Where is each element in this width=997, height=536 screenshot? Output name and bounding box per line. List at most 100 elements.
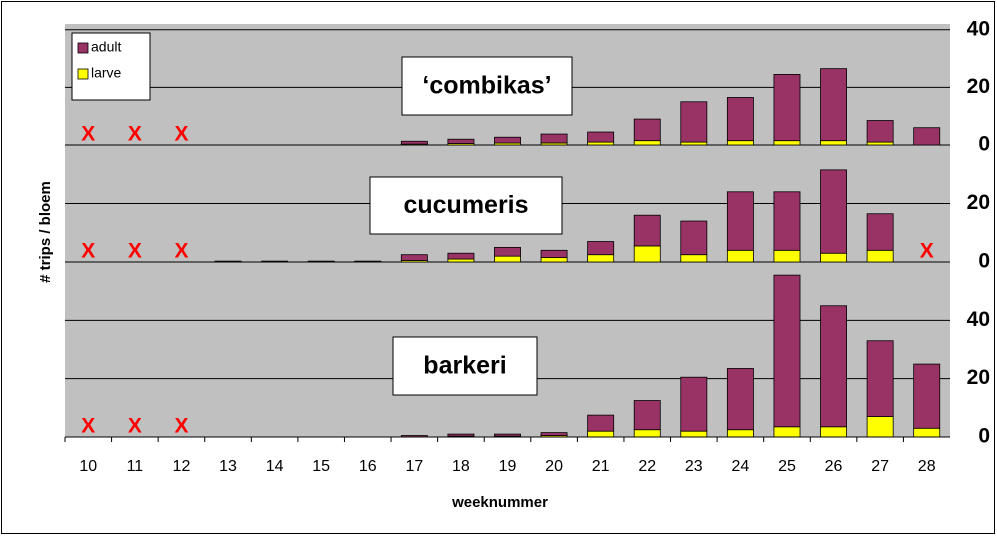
bar-segment [633,214,661,247]
bar-segment [633,140,661,146]
bar-segment [680,220,708,256]
y-tick-label: 0 [978,425,990,448]
bar-segment [820,68,847,142]
missing-marker: X [174,415,188,438]
x-tick-label: 14 [266,458,284,475]
bar-segment [307,260,335,263]
missing-marker: X [174,240,188,263]
x-tick-label: 19 [499,458,517,475]
bar-segment [447,252,475,260]
bar-segment [447,138,475,144]
bar-segment [773,274,801,428]
bar-segment [726,97,754,142]
bar-segment [820,169,847,254]
y-tick-label: 0 [978,133,990,156]
bar-segment [633,118,661,142]
missing-marker: X [128,123,142,146]
x-tick-label: 27 [871,458,889,475]
bar-segment [773,249,801,263]
panel-title-box [369,176,563,235]
bar-segment [680,430,708,438]
x-tick-label: 26 [825,458,843,475]
bar-segment [494,255,521,263]
panel-title-box [401,56,573,116]
bar-segment [680,141,708,146]
y-tick-label: 20 [967,191,990,214]
x-tick-label: 22 [638,458,656,475]
x-tick-label: 24 [731,458,749,475]
bar-segment [261,260,289,263]
bar-segment [866,416,894,438]
bar-segment [587,241,615,256]
bar-segment [494,136,521,144]
bar-segment [913,427,941,438]
bar-segment [866,141,894,146]
bar-segment [773,191,801,251]
x-tick-label: 18 [452,458,470,475]
bar-segment [726,429,754,438]
bar-segment [587,254,615,263]
x-tick-label: 17 [405,458,423,475]
bar-segment [400,254,428,261]
missing-marker: X [81,240,95,263]
x-tick-label: 28 [918,458,936,475]
bar-segment [726,191,754,251]
bar-segment [726,140,754,146]
bar-segment [773,74,801,142]
bar-segment [820,252,847,263]
bar-segment [913,127,941,146]
missing-marker: X [174,123,188,146]
x-tick-label: 21 [592,458,610,475]
y-tick-label: 20 [967,366,990,389]
bar-segment [680,101,708,143]
bar-segment [540,257,568,263]
bar-segment [494,433,521,437]
bar-segment [354,260,382,263]
bar-segment [866,340,894,417]
bar-segment [447,433,475,437]
bar-segment [913,363,941,429]
bar-segment [773,140,801,146]
bar-segment [400,140,428,145]
x-tick-label: 20 [545,458,563,475]
panel-title: barkeri [423,352,506,380]
bar-segment [680,376,708,432]
bar-segment [633,245,661,263]
missing-marker: X [128,415,142,438]
bar-segment [633,429,661,438]
panel-title-box [392,336,538,396]
missing-marker: X [920,240,934,263]
panel-title: ‘combikas’ [422,72,551,100]
bar-segment [587,430,615,438]
y-tick-label: 0 [978,250,990,273]
y-tick-label: 40 [967,17,990,40]
bar-segment [773,426,801,438]
bar-segment [540,133,568,144]
bar-segment [726,249,754,263]
x-tick-label: 13 [219,458,237,475]
missing-marker: X [128,240,142,263]
bar-segment [447,258,475,263]
bar-segment [494,246,521,257]
x-tick-label: 11 [127,458,144,475]
legend-label: larve [91,65,122,81]
x-tick-label: 23 [685,458,703,475]
x-tick-label: 25 [778,458,796,475]
legend-label: adult [91,39,121,55]
missing-marker: X [81,415,95,438]
bar-segment [820,305,847,428]
y-axis-label: # trips / bloem [37,181,54,283]
x-tick-label: 15 [312,458,330,475]
bar-segment [866,249,894,263]
x-tick-label: 10 [79,458,97,475]
x-axis-label: weeknummer [451,494,548,511]
bar-segment [680,254,708,263]
bar-segment [540,249,568,259]
bar-segment [866,213,894,251]
bar-segment [540,432,568,436]
bar-segment [726,368,754,431]
bar-segment [587,141,615,146]
y-tick-label: 20 [967,75,990,98]
missing-marker: X [81,123,95,146]
